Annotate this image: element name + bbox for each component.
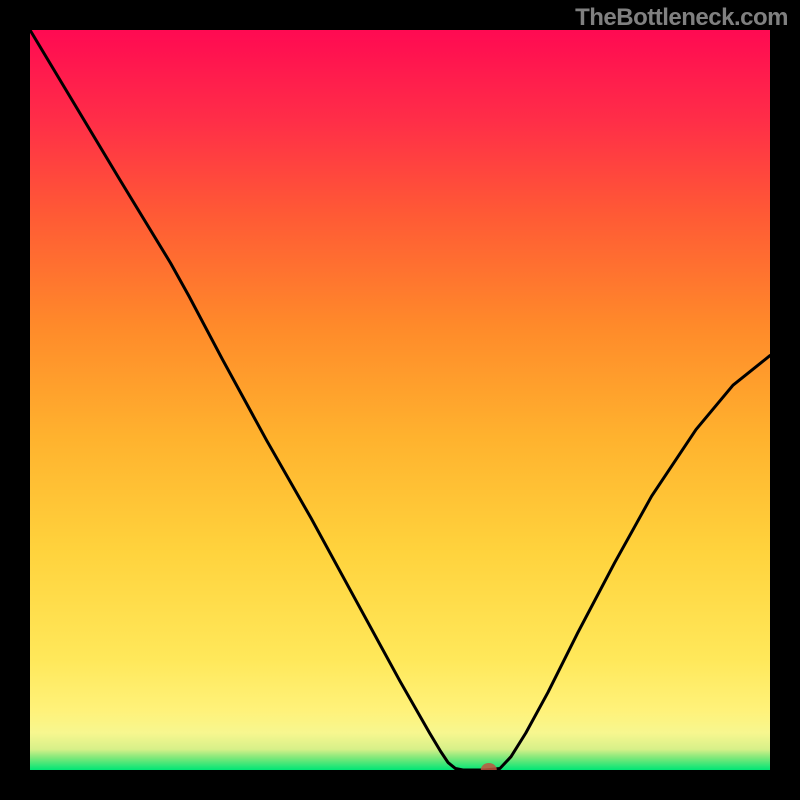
- plot-area: [30, 30, 770, 770]
- chart-container: TheBottleneck.com: [0, 0, 800, 800]
- chart-svg: [30, 30, 770, 770]
- gradient-background: [30, 30, 770, 770]
- watermark-text: TheBottleneck.com: [575, 4, 788, 32]
